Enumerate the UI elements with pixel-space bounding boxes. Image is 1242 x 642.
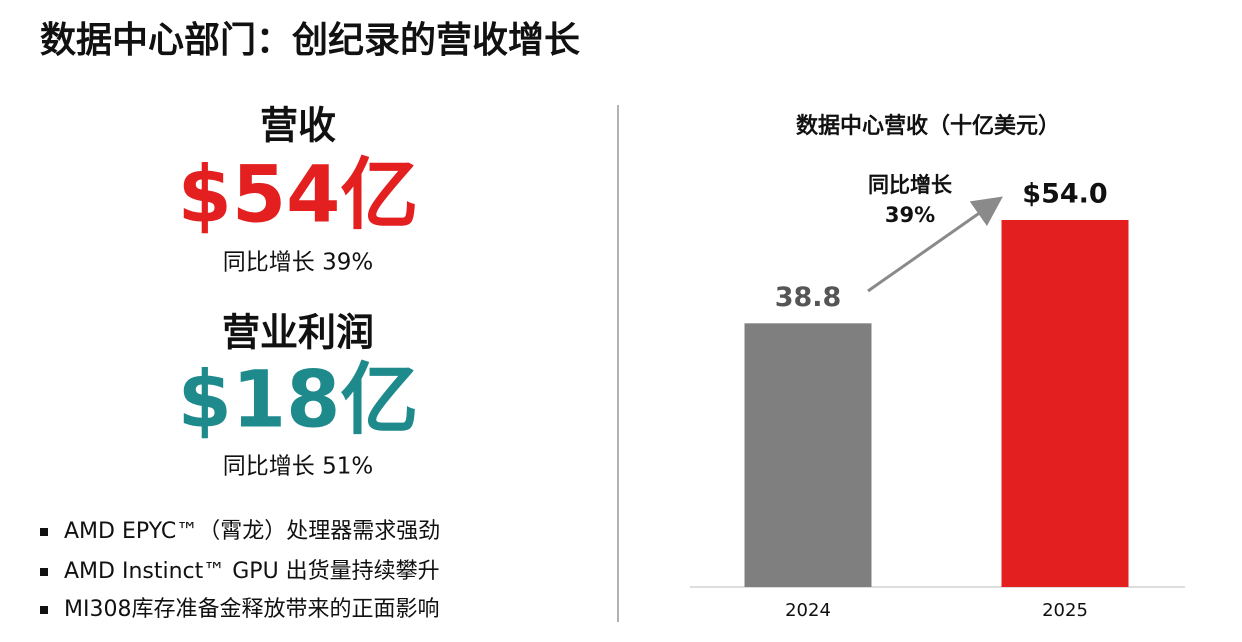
- metric-label: 营业利润: [222, 311, 374, 355]
- annotation: 39%: [885, 203, 935, 227]
- bar: [1001, 220, 1129, 587]
- annotation: 同比增长: [868, 173, 953, 197]
- bullet-text: MI308库存准备金释放带来的正面影响: [64, 597, 439, 622]
- metric-growth: 同比增长 39%: [223, 250, 373, 276]
- bar: [744, 323, 872, 587]
- bullet-marker: [40, 528, 48, 536]
- metric-growth: 同比增长 51%: [223, 454, 373, 480]
- chart-title: 数据中心营收（十亿美元）: [796, 113, 1060, 139]
- slide-title: 数据中心部门：创纪录的营收增长: [40, 20, 580, 61]
- x-tick-label: 2025: [1042, 600, 1088, 621]
- x-tick-label: 2024: [785, 600, 831, 621]
- bullet-text: AMD Instinct™ GPU 出货量持续攀升: [64, 559, 440, 584]
- metric-value: $18亿: [178, 355, 419, 445]
- value-label: $54.0: [1022, 179, 1107, 210]
- metric-value: $54亿: [178, 150, 419, 240]
- growth-arrow: [867, 196, 1003, 293]
- bullet-text: AMD EPYC™（霄龙）处理器需求强劲: [64, 519, 440, 544]
- bullet-marker: [40, 568, 48, 576]
- metric-label: 营收: [260, 104, 336, 148]
- bullet-marker: [40, 606, 48, 614]
- value-label: 38.8: [775, 282, 842, 313]
